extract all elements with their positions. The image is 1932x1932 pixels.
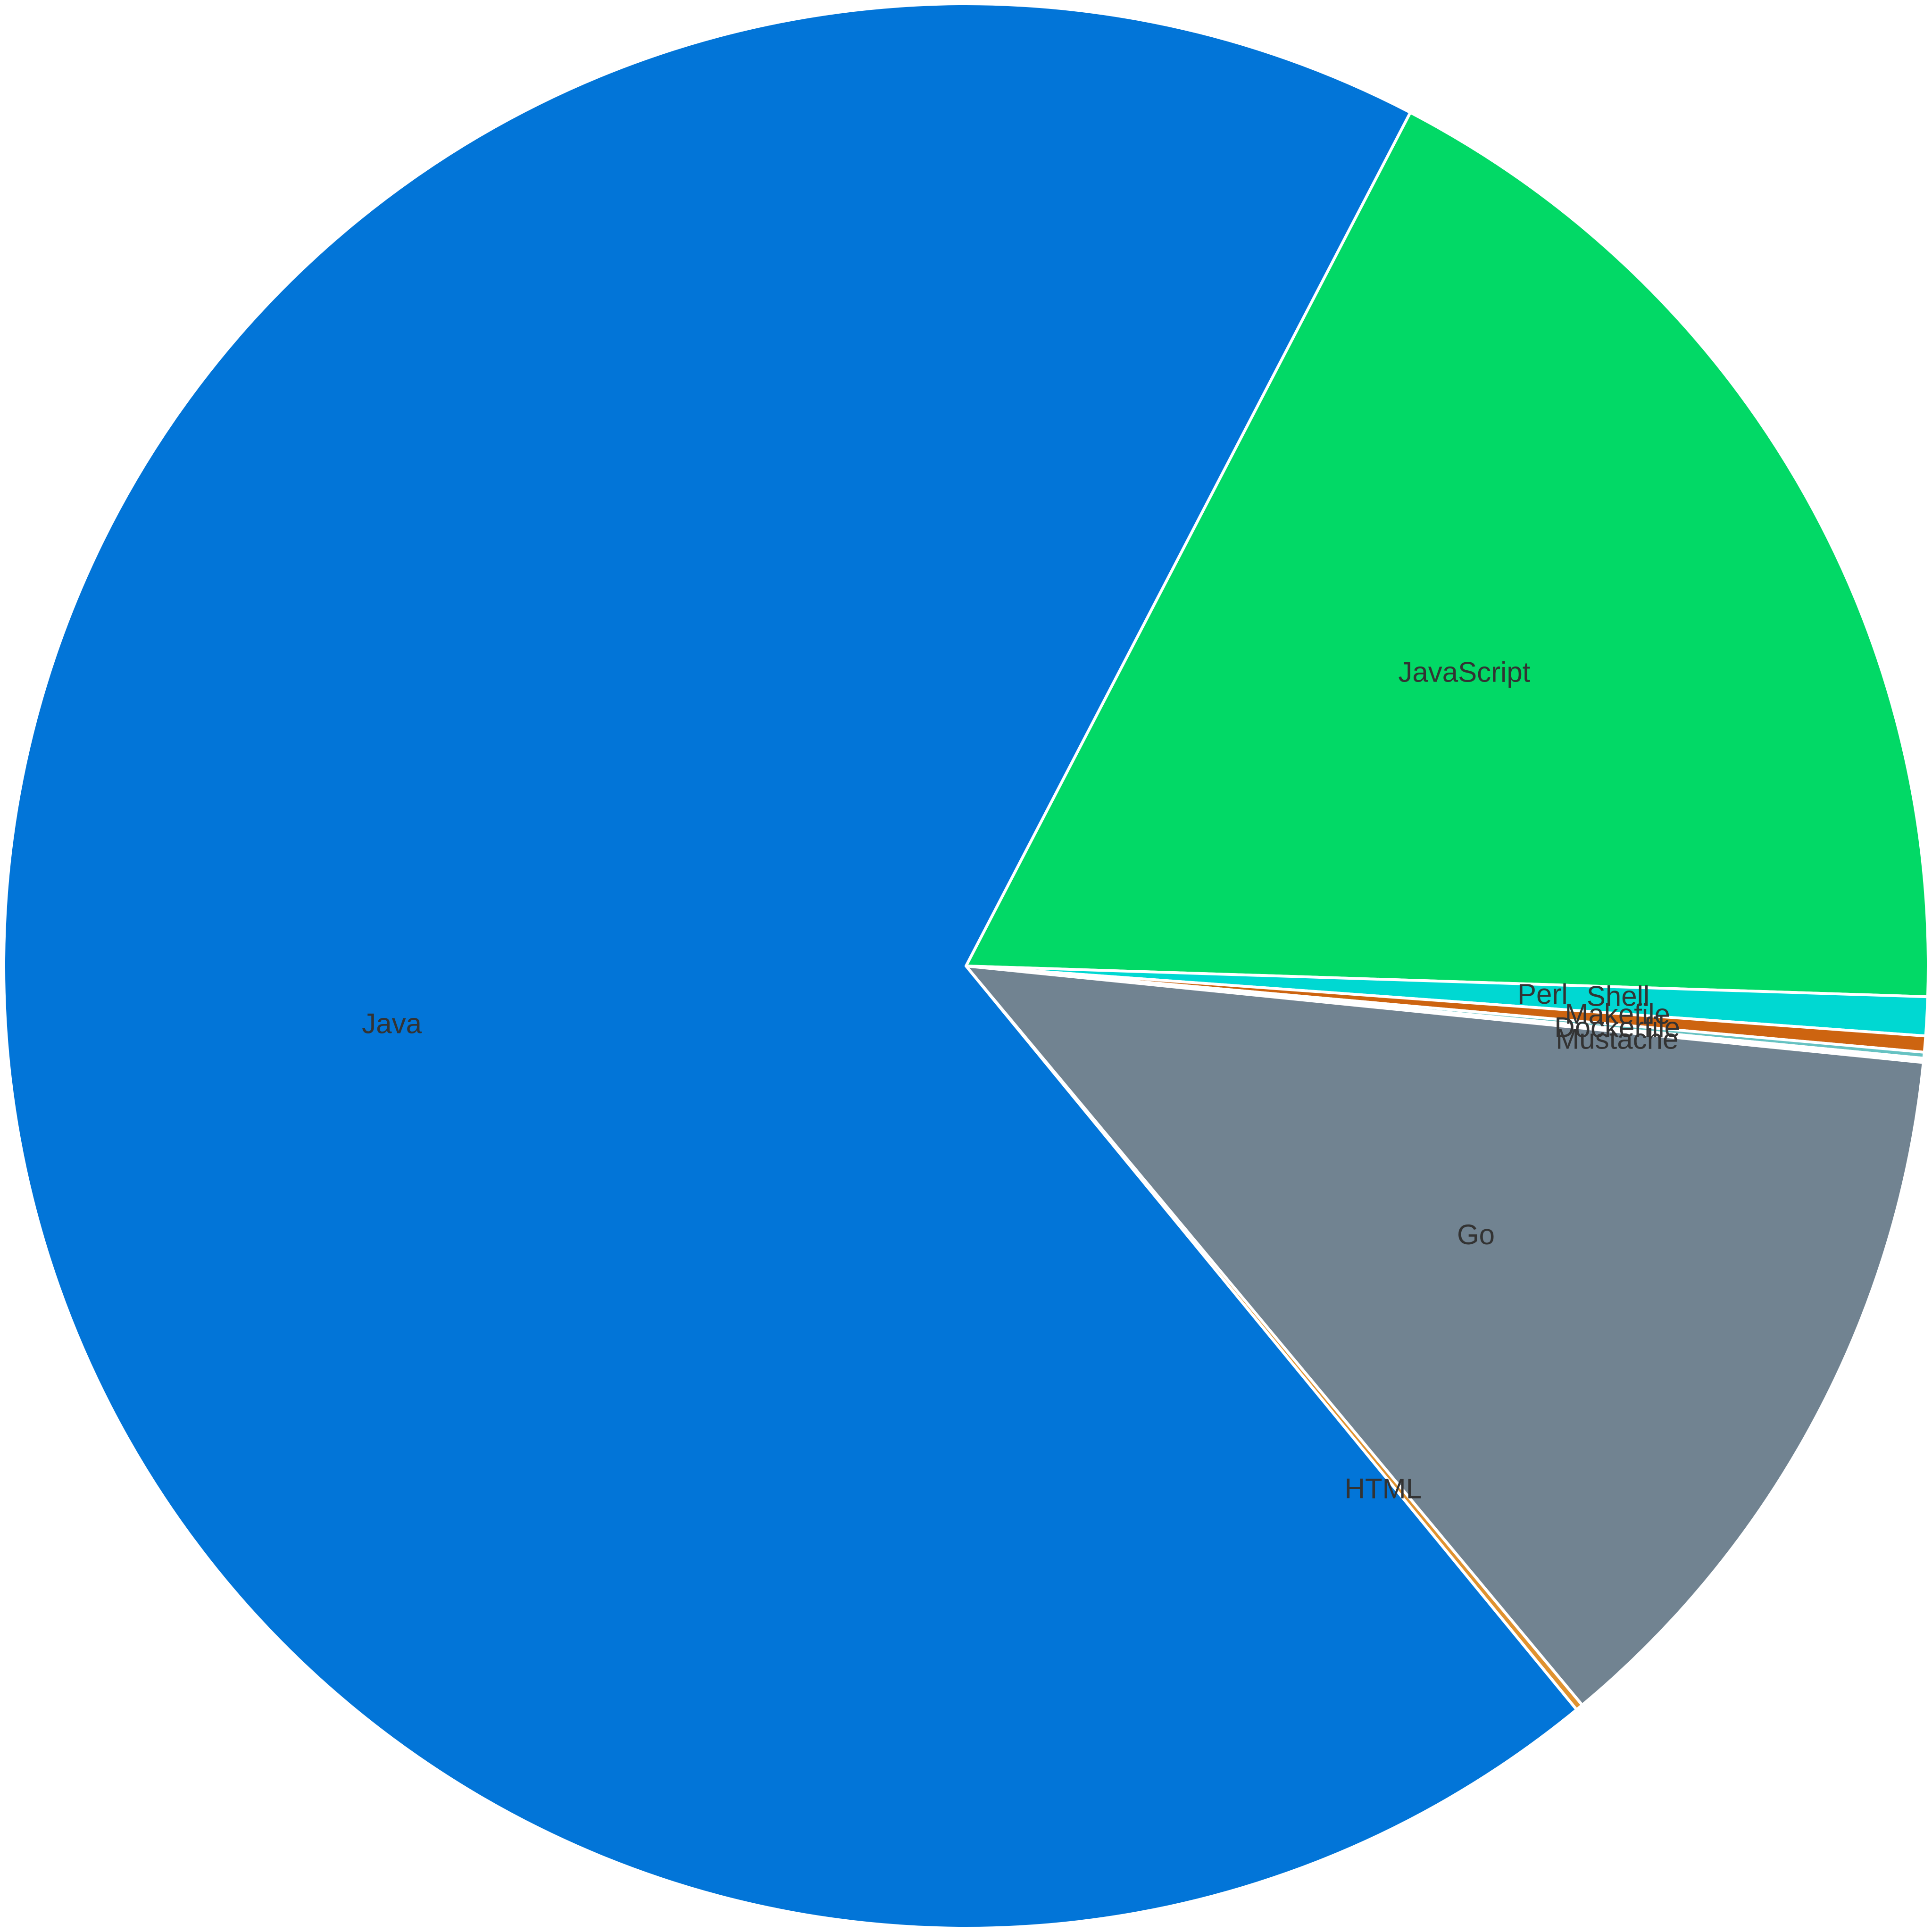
pie-label-shell: Shell [1587,980,1649,1012]
pie-label-java: Java [362,1008,422,1040]
pie-label-html: HTML [1345,1473,1422,1505]
pie-label-perl: Perl [1517,978,1568,1010]
pie-label-mustache: Mustache [1556,1024,1678,1055]
pie-label-dockerfile: Dockerfile [1554,1012,1680,1043]
pie-slice-javascript [965,111,1930,999]
pie-label-makefile: Makefile [1565,999,1670,1030]
pie-label-go: Go [1457,1219,1495,1250]
pie-slice-java [2,2,1578,1930]
pie-slice-go [965,965,1925,1707]
pie-label-javascript: JavaScript [1398,657,1530,688]
